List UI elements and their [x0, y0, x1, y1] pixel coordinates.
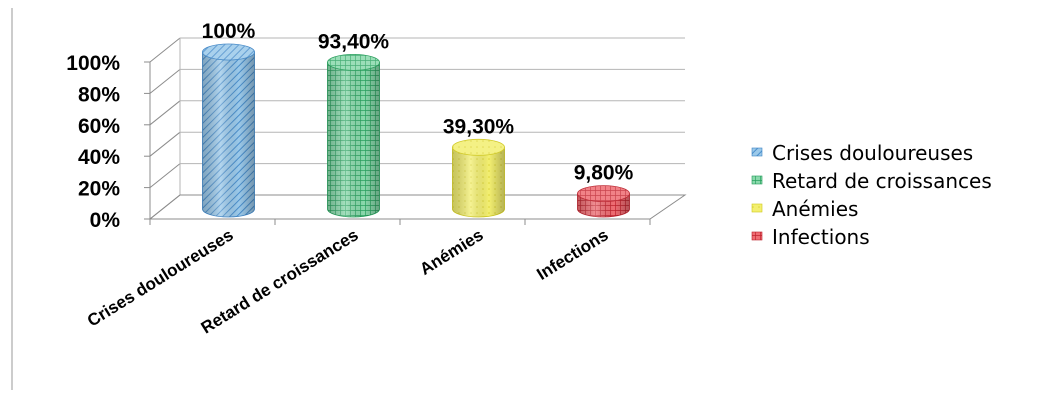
- legend-item: Infections: [751, 225, 870, 249]
- gridline: [144, 37, 685, 63]
- y-tick-label: 60%: [78, 115, 120, 138]
- data-label: 93,40%: [318, 30, 390, 53]
- y-tick-label: 40%: [78, 146, 120, 169]
- legend-item: Anémies: [751, 197, 858, 221]
- legend-label: Infections: [772, 225, 870, 249]
- gridline: [144, 131, 685, 157]
- legend-item: Retard de croissances: [751, 169, 992, 193]
- bar: [327, 53, 380, 218]
- legend-item: Crises douloureuses: [751, 141, 973, 165]
- y-tick-label: 20%: [78, 178, 120, 201]
- floor: [148, 194, 687, 220]
- y-tick-label: 100%: [66, 52, 120, 75]
- legend-label: Crises douloureuses: [772, 141, 973, 165]
- legend-label: Retard de croissances: [772, 169, 992, 193]
- legend-swatch: [751, 175, 763, 185]
- y-tick-label: 0%: [90, 209, 121, 232]
- bar: [577, 185, 630, 218]
- bar: [202, 43, 255, 218]
- legend: Crises douloureuses Retard de croissances…: [751, 141, 992, 249]
- data-label: 100%: [202, 20, 256, 43]
- category-label: Infections: [533, 225, 611, 284]
- data-label: 39,30%: [443, 115, 515, 138]
- legend-label: Anémies: [772, 197, 858, 221]
- data-label: 9,80%: [574, 162, 634, 185]
- bar: [452, 138, 505, 218]
- legend-swatch: [751, 147, 763, 157]
- gridline: [144, 68, 685, 94]
- gridline: [144, 100, 685, 126]
- category-label: Anémies: [416, 225, 486, 279]
- legend-swatch: [751, 231, 763, 241]
- bars: [202, 43, 630, 218]
- data-labels: 100% 93,40% 39,30% 9,80%: [202, 20, 634, 185]
- legend-swatch: [751, 203, 763, 213]
- axes: 0% 20% 40% 60% 80% 100%: [66, 37, 687, 232]
- y-tick-label: 80%: [78, 83, 120, 106]
- gridline: [144, 163, 685, 189]
